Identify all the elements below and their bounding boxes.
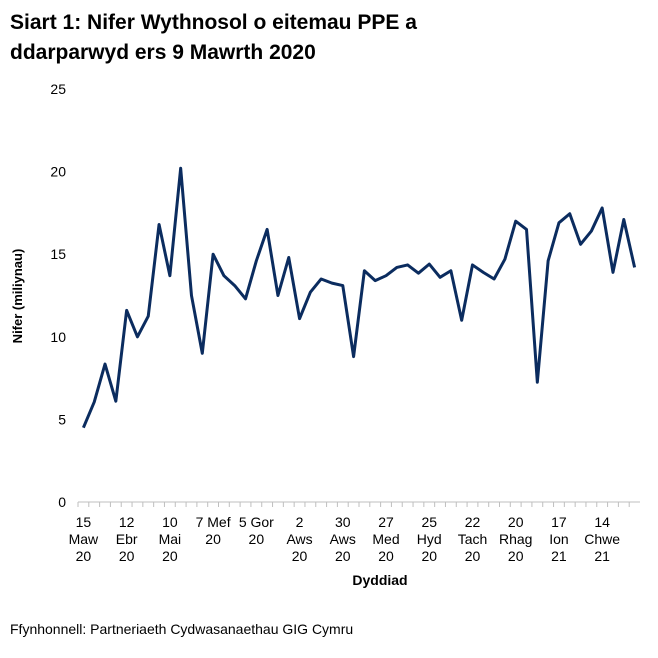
x-tick-label-line: 20 [76,548,92,564]
x-tick-label-line: 20 [378,548,394,564]
x-tick-label-line: Tach [458,531,488,547]
x-tick-label-line: 10 [162,514,178,530]
chart-title: Siart 1: Nifer Wythnosol o eitemau PPE a… [10,11,417,64]
x-tick-label-line: Rhag [499,531,532,547]
x-tick-label-line: Mai [159,531,182,547]
y-tick-label: 25 [50,81,66,97]
x-tick-label-line: 20 [249,531,265,547]
x-tick-label-line: Aws [330,531,356,547]
x-tick-label-line: Hyd [417,531,442,547]
x-tick-label: 30 Aws 20 [330,514,356,564]
x-tick-label-line: 27 [378,514,394,530]
x-tick-label-line: 20 [465,548,481,564]
x-tick-label-line: 12 [119,514,135,530]
y-tick-label: 10 [50,329,66,345]
x-tick-label-line: 5 Gor [239,514,274,530]
x-tick-label-line: 22 [465,514,481,530]
x-tick-label-line: Ebr [116,531,138,547]
x-tick-label-line: Chwe [584,531,620,547]
x-tick-label-line: Aws [286,531,312,547]
x-tick-label-line: 2 [296,514,304,530]
x-tick-label-line: 21 [551,548,567,564]
x-tick-label-line: 20 [205,531,221,547]
x-tick-label: 7 Mef 20 [196,514,231,547]
y-tick-label: 5 [58,411,66,427]
source-note: Ffynhonnell: Partneriaeth Cydwasanaethau… [10,621,354,637]
y-tick-label: 0 [58,494,66,510]
x-tick-label: 22 Tach 20 [458,514,488,564]
x-tick-label-line: 21 [594,548,610,564]
x-axis-title: Dyddiad [352,572,407,588]
x-tick-label: 14 Chwe 21 [584,514,620,564]
x-tick-label-line: 15 [76,514,92,530]
x-tick-label: 15 Maw 20 [69,514,99,564]
x-tick-label-line: 25 [421,514,437,530]
x-tick-label-line: 14 [594,514,610,530]
x-tick-label-line: 7 Mef [196,514,231,530]
x-tick-label: 10 Mai 20 [159,514,182,564]
data-line [82,166,637,429]
x-tick-label: 5 Gor 20 [239,514,274,547]
x-tick-label-line: 20 [292,548,308,564]
x-tick-label-line: Maw [69,531,99,547]
x-tick-label-line: Med [372,531,399,547]
y-tick-label: 20 [50,164,66,180]
x-tick-label: 27 Med 20 [372,514,399,564]
x-tick-label-line: 20 [119,548,135,564]
x-tick-label-line: 17 [551,514,567,530]
x-tick-label: 20 Rhag 20 [499,514,532,564]
x-tick-label: 2 Aws 20 [286,514,312,564]
y-axis-title: Nifer (miliynau) [10,249,25,344]
x-tick-label-line: Ion [549,531,568,547]
x-tick-label-line: 30 [335,514,351,530]
x-tick-label: 25 Hyd 20 [417,514,442,564]
x-tick-label-line: 20 [335,548,351,564]
x-tick-label-line: 20 [508,514,524,530]
x-tick-label: 17 Ion 21 [549,514,568,564]
x-tick-label-line: 20 [508,548,524,564]
x-tick-label-line: 20 [421,548,437,564]
x-tick-label: 12 Ebr 20 [116,514,138,564]
x-tick-label-line: 20 [162,548,178,564]
y-tick-label: 15 [50,246,66,262]
